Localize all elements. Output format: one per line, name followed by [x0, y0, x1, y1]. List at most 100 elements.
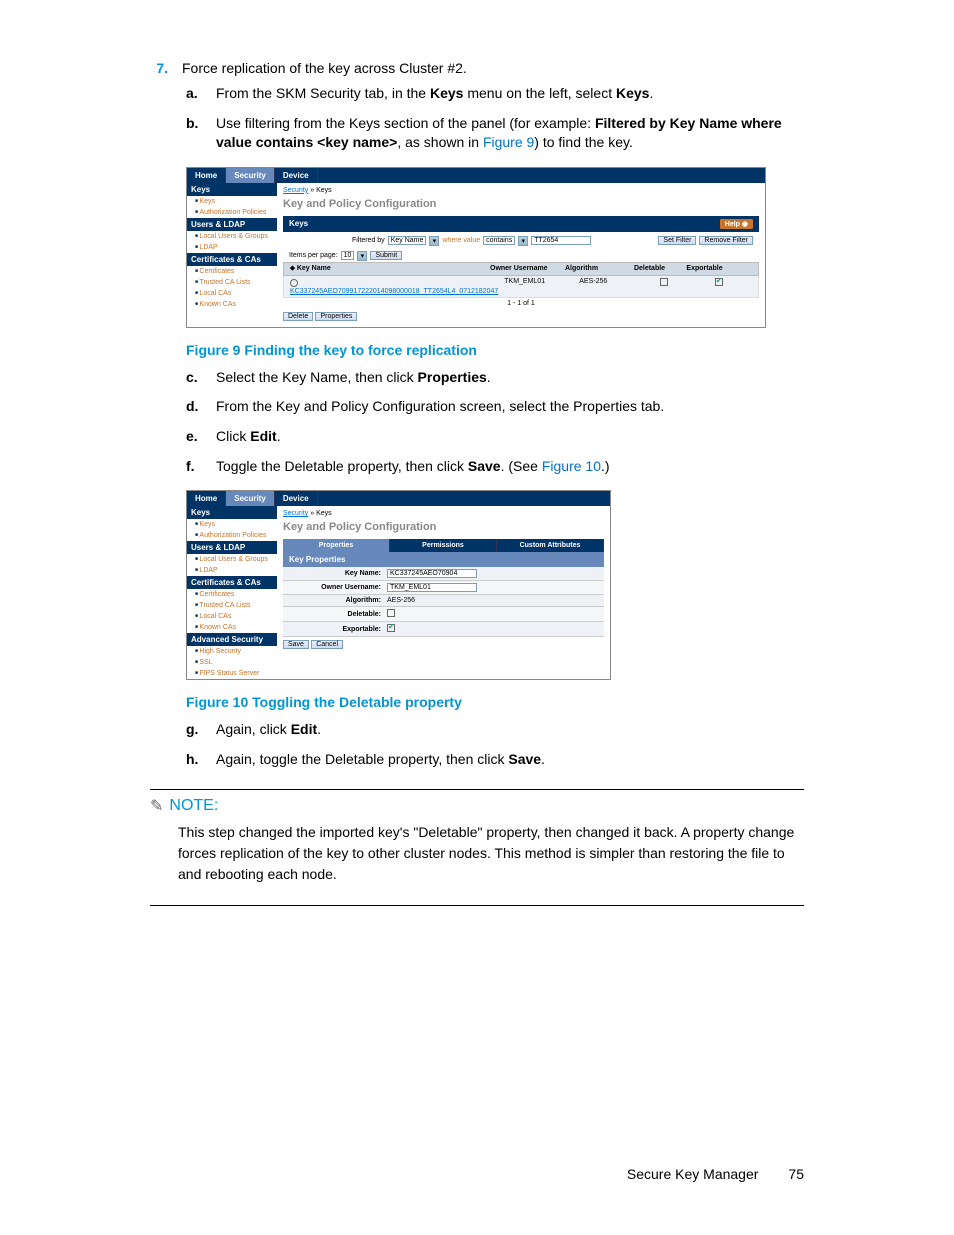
submit-button[interactable]: Submit: [370, 251, 402, 260]
panel-title: Key and Policy Configuration: [283, 521, 604, 533]
filter-row: Filtered by Key Name▾ where value contai…: [283, 232, 759, 250]
sub-marker: b.: [186, 114, 202, 153]
remove-filter-button[interactable]: Remove Filter: [699, 236, 753, 245]
figure-9-caption: Figure 9 Finding the key to force replic…: [186, 342, 804, 358]
filter-field-select[interactable]: Key Name: [388, 236, 427, 245]
sub-b: b. Use filtering from the Keys section o…: [186, 114, 804, 153]
side-item[interactable]: Certificates: [187, 266, 277, 277]
sub-marker: d.: [186, 397, 202, 417]
set-filter-button[interactable]: Set Filter: [658, 236, 696, 245]
sub-marker: c.: [186, 368, 202, 388]
step-marker: 7.: [150, 60, 168, 76]
side-item[interactable]: Known CAs: [187, 622, 277, 633]
deletable-checkbox: [660, 278, 668, 286]
panel-title: Key and Policy Configuration: [283, 198, 759, 210]
side-item[interactable]: Known CAs: [187, 299, 277, 310]
side-head: Advanced Security: [187, 633, 277, 646]
step-text: Force replication of the key across Clus…: [182, 60, 467, 76]
dropdown-icon[interactable]: ▾: [429, 236, 439, 246]
items-per-page-row: Items per page: 10▾ Submit: [283, 250, 759, 262]
divider: [150, 905, 804, 906]
footer-doc-title: Secure Key Manager: [627, 1166, 759, 1182]
key-link[interactable]: KC337245AEO709917222014098000018_TT2654L…: [290, 288, 498, 295]
exportable-checkbox: [715, 278, 723, 286]
side-head-cas: Certificates & CAs: [187, 253, 277, 266]
dropdown-icon[interactable]: ▾: [518, 236, 528, 246]
side-item[interactable]: LDAP: [187, 565, 277, 576]
sub-g: g. Again, click Edit.: [186, 720, 804, 740]
sub-marker: e.: [186, 427, 202, 447]
sub-d: d. From the Key and Policy Configuration…: [186, 397, 804, 417]
side-item[interactable]: FIPS Status Server: [187, 668, 277, 679]
divider: [150, 789, 804, 790]
tab-device[interactable]: Device: [275, 491, 318, 506]
properties-button[interactable]: Properties: [315, 312, 357, 321]
tab-security[interactable]: Security: [226, 491, 275, 506]
side-item[interactable]: Certificates: [187, 589, 277, 600]
step-7: 7. Force replication of the key across C…: [150, 60, 804, 76]
side-item[interactable]: Authorization Policies: [187, 530, 277, 541]
sub-marker: a.: [186, 84, 202, 104]
tab-properties[interactable]: Properties: [283, 539, 390, 552]
figure-10-screenshot: Home Security Device Keys Keys Authoriza…: [186, 490, 611, 680]
tab-custom-attributes[interactable]: Custom Attributes: [497, 539, 604, 552]
key-properties-head: Key Properties: [283, 552, 604, 567]
page-footer: Secure Key Manager 75: [150, 1166, 804, 1182]
side-item[interactable]: Trusted CA Lists: [187, 600, 277, 611]
figure-10-caption: Figure 10 Toggling the Deletable propert…: [186, 694, 804, 710]
figure-9-link[interactable]: Figure 9: [483, 134, 534, 150]
side-head-users: Users & LDAP: [187, 218, 277, 231]
exportable-checkbox[interactable]: [387, 624, 395, 632]
pager: 1 - 1 of 1: [283, 298, 759, 309]
sub-c: c. Select the Key Name, then click Prope…: [186, 368, 804, 388]
side-item[interactable]: Authorization Policies: [187, 207, 277, 218]
algorithm-value: AES-256: [387, 597, 600, 604]
sub-marker: g.: [186, 720, 202, 740]
side-head: Certificates & CAs: [187, 576, 277, 589]
breadcrumb-link[interactable]: Security: [283, 510, 308, 517]
side-item[interactable]: Trusted CA Lists: [187, 277, 277, 288]
tab-home[interactable]: Home: [187, 168, 226, 183]
deletable-checkbox[interactable]: [387, 609, 395, 617]
dropdown-icon[interactable]: ▾: [357, 251, 367, 261]
ipp-select[interactable]: 10: [341, 251, 355, 260]
tab-permissions[interactable]: Permissions: [390, 539, 497, 552]
side-item[interactable]: Local CAs: [187, 611, 277, 622]
tab-device[interactable]: Device: [275, 168, 318, 183]
side-item[interactable]: High Security: [187, 646, 277, 657]
side-item[interactable]: Local Users & Groups: [187, 554, 277, 565]
table-row[interactable]: KC337245AEO709917222014098000018_TT2654L…: [283, 276, 759, 298]
row-radio[interactable]: [290, 279, 298, 287]
tab-security[interactable]: Security: [226, 168, 275, 183]
sub-marker: f.: [186, 457, 202, 477]
filter-input[interactable]: [531, 236, 591, 245]
breadcrumb: Security » Keys: [283, 187, 759, 194]
note-body: This step changed the imported key's "De…: [178, 822, 804, 885]
side-item[interactable]: Local Users & Groups: [187, 231, 277, 242]
properties-tabs: Properties Permissions Custom Attributes: [283, 539, 604, 552]
key-name-input[interactable]: [387, 569, 477, 578]
cancel-button[interactable]: Cancel: [311, 640, 343, 649]
sub-h: h. Again, toggle the Deletable property,…: [186, 750, 804, 770]
side-item[interactable]: Local CAs: [187, 288, 277, 299]
contains-select[interactable]: contains: [483, 236, 515, 245]
figure-10-link[interactable]: Figure 10: [542, 458, 601, 474]
figure-9-screenshot: Home Security Device Keys Keys Authoriza…: [186, 167, 766, 328]
footer-page-number: 75: [788, 1166, 804, 1182]
sub-list: a. From the SKM Security tab, in the Key…: [186, 84, 804, 153]
side-item[interactable]: Keys: [187, 196, 277, 207]
sub-a: a. From the SKM Security tab, in the Key…: [186, 84, 804, 104]
note-heading: ✎ NOTE:: [150, 796, 804, 816]
side-item[interactable]: SSL: [187, 657, 277, 668]
sub-text: Use filtering from the Keys section of t…: [216, 114, 804, 153]
save-button[interactable]: Save: [283, 640, 309, 649]
side-item[interactable]: LDAP: [187, 242, 277, 253]
owner-input[interactable]: [387, 583, 477, 592]
help-button[interactable]: Help ◉: [720, 219, 753, 229]
sub-e: e. Click Edit.: [186, 427, 804, 447]
tab-home[interactable]: Home: [187, 491, 226, 506]
side-item[interactable]: Keys: [187, 519, 277, 530]
step-list: 7. Force replication of the key across C…: [150, 60, 804, 76]
sub-marker: h.: [186, 750, 202, 770]
delete-button[interactable]: Delete: [283, 312, 313, 321]
